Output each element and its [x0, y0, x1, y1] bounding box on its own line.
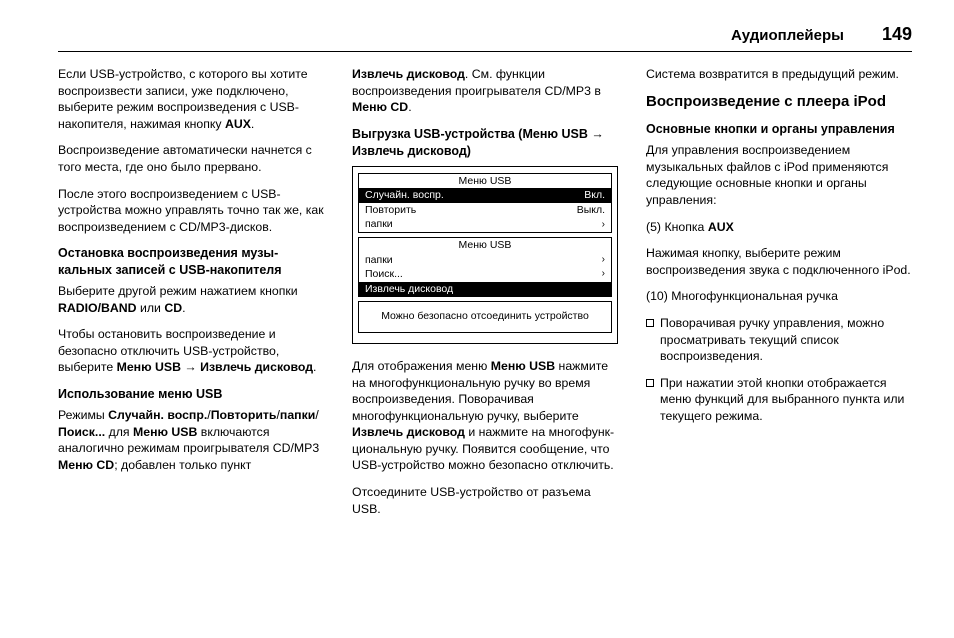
c1-sub2: Использование меню USB — [58, 386, 324, 403]
page-header: Аудиоплейеры 149 — [58, 24, 912, 45]
c3-li2: При нажатии этой кнопки отобра­жается ме… — [646, 375, 912, 425]
c1-p2: Воспроизведение автоматически начнется с… — [58, 142, 324, 175]
panel1-row2: ПовторитьВыкл. — [359, 203, 611, 218]
c3-sub1: Основные кнопки и органы управления — [646, 121, 912, 138]
c3-li1: Поворачивая ручку управления, можно прос… — [646, 315, 912, 365]
device-panel-2: Меню USB папки› Поиск...› Извлечь дисков… — [358, 237, 612, 297]
device-panel-3: Можно безопасно отсоединить устройство — [358, 301, 612, 333]
c2-p2: Для отображения меню Меню USB нажмите на… — [352, 358, 618, 474]
header-page-number: 149 — [882, 24, 912, 45]
panel2-row3: Извлечь дисковод — [359, 282, 611, 297]
panel2-title: Меню USB — [359, 238, 611, 253]
c3-list: Поворачивая ручку управления, можно прос… — [646, 315, 912, 425]
header-rule — [58, 51, 912, 52]
c3-h1: Воспроизведение с плеера iPod — [646, 93, 912, 112]
panel1-row1: Случайн. воспр.Вкл. — [359, 188, 611, 203]
c1-p5: Чтобы остановить воспроизведе­ние и безо… — [58, 326, 324, 376]
device-panel-1: Меню USB Случайн. воспр.Вкл. ПовторитьВы… — [358, 173, 612, 233]
panel1-title: Меню USB — [359, 174, 611, 189]
c2-p3: Отсоедините USB-устройство от разъема US… — [352, 484, 618, 517]
c2-p1: Извлечь дисковод. См. функции воспроизве… — [352, 66, 618, 116]
column-2: Извлечь дисковод. См. функции воспроизве… — [352, 66, 618, 527]
c1-p3: После этого воспроизведением с USB-устро… — [58, 186, 324, 236]
c1-p4: Выберите другой режим нажатием кнопки RA… — [58, 283, 324, 316]
c1-p6: Режимы Случайн. воспр./Повторить/папки/П… — [58, 407, 324, 473]
c2-sub1: Выгрузка USB-устройства (Меню USB → Извл… — [352, 126, 618, 160]
c3-p3: (5) Кнопка AUX — [646, 219, 912, 236]
panel2-row2: Поиск...› — [359, 267, 611, 282]
device-screenshot: Меню USB Случайн. воспр.Вкл. ПовторитьВы… — [352, 166, 618, 344]
c3-p2: Для управления воспроизведе­нием музыкал… — [646, 142, 912, 208]
header-section-title: Аудиоплейеры — [731, 27, 844, 44]
c3-p4: Нажимая кнопку, выберите режим воспроизв… — [646, 245, 912, 278]
c3-p1: Система возвратится в предыду­щий режим. — [646, 66, 912, 83]
column-1: Если USB-устройство, с которого вы хотит… — [58, 66, 324, 527]
columns: Если USB-устройство, с которого вы хотит… — [58, 66, 912, 527]
panel3-msg: Можно безопасно отсоединить устройство — [359, 302, 611, 332]
panel1-row3: папки› — [359, 217, 611, 232]
c1-sub1: Остановка воспроизведения музы­кальных з… — [58, 245, 324, 279]
panel2-row1: папки› — [359, 253, 611, 268]
c3-p5: (10) Многофункциональная ручка — [646, 288, 912, 305]
c1-p1: Если USB-устройство, с которого вы хотит… — [58, 66, 324, 132]
column-3: Система возвратится в предыду­щий режим.… — [646, 66, 912, 527]
